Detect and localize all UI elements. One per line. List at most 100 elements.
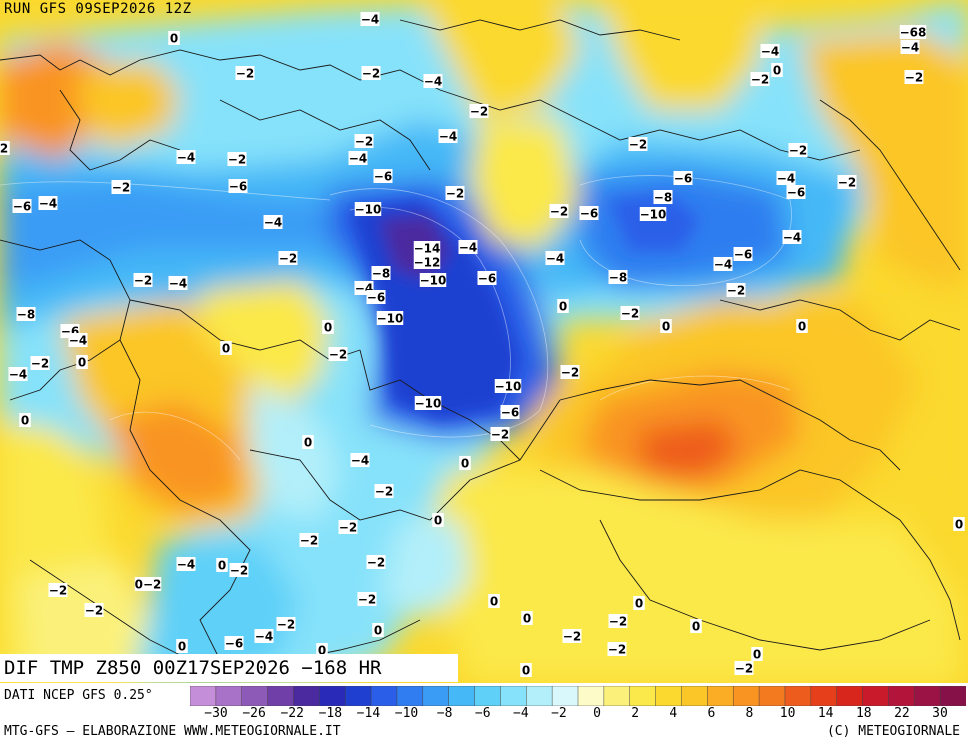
map-value-label: −2 <box>338 520 358 535</box>
map-value-label: −4 <box>38 196 58 211</box>
map-value-label: −8 <box>371 266 391 281</box>
svg-text:−4: −4 <box>424 75 442 89</box>
color-scale-swatch <box>396 686 424 706</box>
map-value-label: 0−2 <box>135 577 161 592</box>
svg-text:2: 2 <box>0 142 8 156</box>
color-scale-ticks: −30 −26 −22 −18 −14 −10 −8 −6 −4 −2 0 2 4 6 8 10 14 18 22 3… <box>190 706 966 724</box>
map-value-label: −6 <box>733 247 753 262</box>
color-scale-swatch <box>500 686 528 706</box>
svg-text:−2: −2 <box>751 73 769 87</box>
map-value-label: 0 <box>521 611 533 626</box>
color-scale-swatch <box>319 686 346 706</box>
map-value-label: −4 <box>254 629 274 644</box>
svg-text:−2: −2 <box>300 534 318 548</box>
map-value-label: −10 <box>640 207 666 222</box>
color-scale-swatch <box>655 686 683 706</box>
color-scale-swatch <box>526 686 553 706</box>
map-value-label: −6 <box>373 169 393 184</box>
map-value-label: 0 <box>76 355 88 370</box>
svg-text:0: 0 <box>559 300 567 314</box>
svg-text:−2: −2 <box>375 485 393 499</box>
svg-text:−2: −2 <box>358 593 376 607</box>
svg-text:−6: −6 <box>374 170 392 184</box>
map-value-label: −4 <box>545 251 565 266</box>
svg-text:−2: −2 <box>563 630 581 644</box>
map-value-label: 0 <box>557 299 569 314</box>
map-value-label: −4 <box>176 150 196 165</box>
svg-text:−2: −2 <box>621 307 639 321</box>
map-value-label: −2 <box>562 629 582 644</box>
svg-text:−68: −68 <box>900 26 927 40</box>
map-value-label: −2 <box>837 175 857 190</box>
map-value-label: −2 <box>366 555 386 570</box>
data-source-label: DATI NCEP GFS 0.25° <box>4 688 153 703</box>
color-scale-bar <box>190 686 966 706</box>
color-scale-swatch <box>577 686 605 706</box>
map-value-label: 0 <box>302 435 314 450</box>
color-scale-tick-label: −10 <box>394 706 419 721</box>
svg-text:0: 0 <box>434 514 442 528</box>
svg-text:−2: −2 <box>608 643 626 657</box>
color-scale-tick-label: −22 <box>280 706 304 721</box>
map-value-label: −4 <box>458 240 478 255</box>
svg-text:−4: −4 <box>255 630 273 644</box>
color-scale-swatch <box>732 686 760 706</box>
map-value-label: 0 <box>796 319 808 334</box>
svg-text:0: 0 <box>374 624 382 638</box>
svg-text:0: 0 <box>662 320 670 334</box>
map-value-label: −4 <box>782 230 802 245</box>
svg-text:−6: −6 <box>580 207 598 221</box>
color-scale-tick-label: 6 <box>707 706 716 721</box>
svg-text:−2: −2 <box>31 357 49 371</box>
map-value-label: 0 <box>633 596 645 611</box>
color-scale-tick-label: −6 <box>474 706 491 721</box>
color-scale-tick-label: 10 <box>779 706 796 721</box>
svg-text:−2: −2 <box>279 252 297 266</box>
map-value-label: −2 <box>229 563 249 578</box>
map-value-label: −2 <box>374 484 394 499</box>
svg-text:−6: −6 <box>478 272 496 286</box>
svg-text:−2: −2 <box>838 176 856 190</box>
map-value-label: −8 <box>16 307 36 322</box>
svg-text:−14: −14 <box>414 242 441 256</box>
color-scale-swatch <box>758 686 786 706</box>
coastlines-borders <box>0 19 961 671</box>
color-scale-swatch <box>784 686 812 706</box>
map-value-label: −8 <box>653 190 673 205</box>
color-scale-swatch <box>603 686 631 706</box>
svg-text:−2: −2 <box>550 205 568 219</box>
color-scale-tick-label: 0 <box>593 706 601 721</box>
svg-text:−4: −4 <box>39 197 57 211</box>
color-scale-tick-label: −2 <box>551 706 567 721</box>
map-value-label: −2 <box>734 661 754 676</box>
color-scale-swatch <box>370 686 398 706</box>
svg-text:−2: −2 <box>367 556 385 570</box>
svg-text:0: 0 <box>222 342 230 356</box>
map-value-label: 0 <box>520 663 532 678</box>
svg-text:−2: −2 <box>491 428 509 442</box>
color-scale-tick-label: −8 <box>436 706 453 721</box>
color-scale-tick-label: −14 <box>356 706 381 721</box>
svg-text:−4: −4 <box>264 216 282 230</box>
svg-text:−4: −4 <box>349 152 367 166</box>
map-value-label: −4 <box>760 44 780 59</box>
map-value-label: −4 <box>776 171 796 186</box>
map-value-label: −2 <box>133 273 153 288</box>
map-value-label: −6 <box>500 405 520 420</box>
map-value-label: 0 <box>216 558 228 573</box>
svg-text:−6: −6 <box>787 186 805 200</box>
temperature-anomaly-map: −4 0 −68 −4 −4 0 −2 −2 −2 −2 −4 −2 −4 −2 −2 −2 −4 −4 −2 −6−… <box>0 0 968 683</box>
map-value-label: −2 <box>111 180 131 195</box>
color-scale-tick-label: 18 <box>855 706 872 721</box>
svg-text:−2: −2 <box>339 521 357 535</box>
color-scale-tick-label: 22 <box>894 706 910 721</box>
color-scale-tick-label: 2 <box>631 706 640 721</box>
svg-text:−6: −6 <box>734 248 752 262</box>
svg-text:−6: −6 <box>674 172 692 186</box>
map-value-label: −2 <box>750 72 770 87</box>
map-value-label: 0 <box>751 647 763 662</box>
svg-text:−4: −4 <box>439 130 457 144</box>
svg-text:0: 0 <box>318 644 326 658</box>
svg-text:0: 0 <box>635 597 643 611</box>
svg-text:0: 0 <box>955 518 963 532</box>
